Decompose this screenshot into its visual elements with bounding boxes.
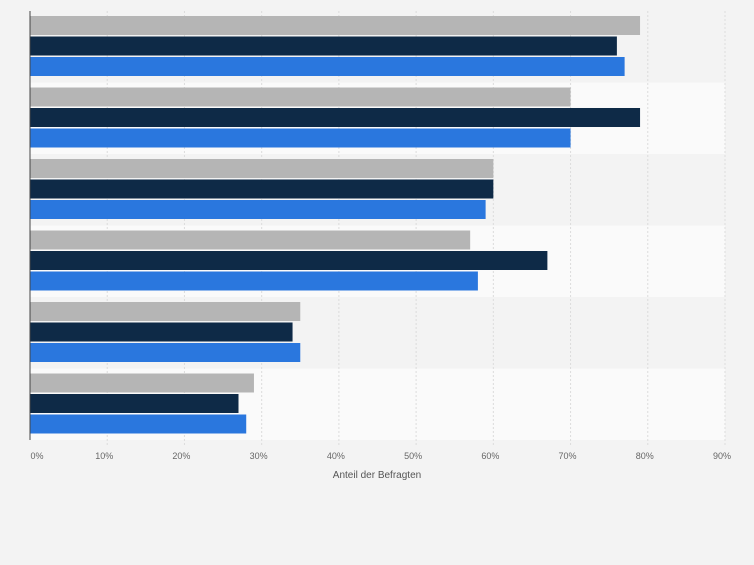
bar: [30, 16, 641, 35]
bar: [30, 87, 571, 107]
bar: [30, 230, 471, 250]
bar: [30, 251, 548, 270]
x-tick-label: 90%: [713, 451, 731, 461]
bars: [30, 16, 641, 434]
x-tick-label: 20%: [172, 451, 190, 461]
x-tick-label: 40%: [327, 451, 345, 461]
x-tick-label: 30%: [250, 451, 268, 461]
x-tick-label: 50%: [404, 451, 422, 461]
bar: [30, 414, 247, 434]
bar: [30, 322, 293, 342]
x-tick-label: 10%: [95, 451, 113, 461]
bar: [30, 128, 571, 148]
bar: [30, 271, 478, 291]
bar: [30, 394, 239, 413]
bar: [30, 57, 625, 76]
x-tick-label: 80%: [636, 451, 654, 461]
bar: [30, 373, 254, 393]
x-tick-label: 60%: [481, 451, 499, 461]
bar: [30, 343, 301, 362]
bar: [30, 200, 486, 219]
x-tick-labels: 0% 10% 20% 30% 40% 50% 60% 70% 80% 90%: [30, 451, 731, 461]
x-axis-title: Anteil der Befragten: [333, 470, 421, 481]
bar: [30, 159, 494, 178]
x-tick-label: 0%: [30, 451, 43, 461]
bar: [30, 36, 617, 56]
gridlines: [106, 11, 726, 446]
bar: [30, 302, 301, 321]
bar: [30, 108, 641, 127]
x-tick-label: 70%: [559, 451, 577, 461]
bar: [30, 179, 494, 199]
